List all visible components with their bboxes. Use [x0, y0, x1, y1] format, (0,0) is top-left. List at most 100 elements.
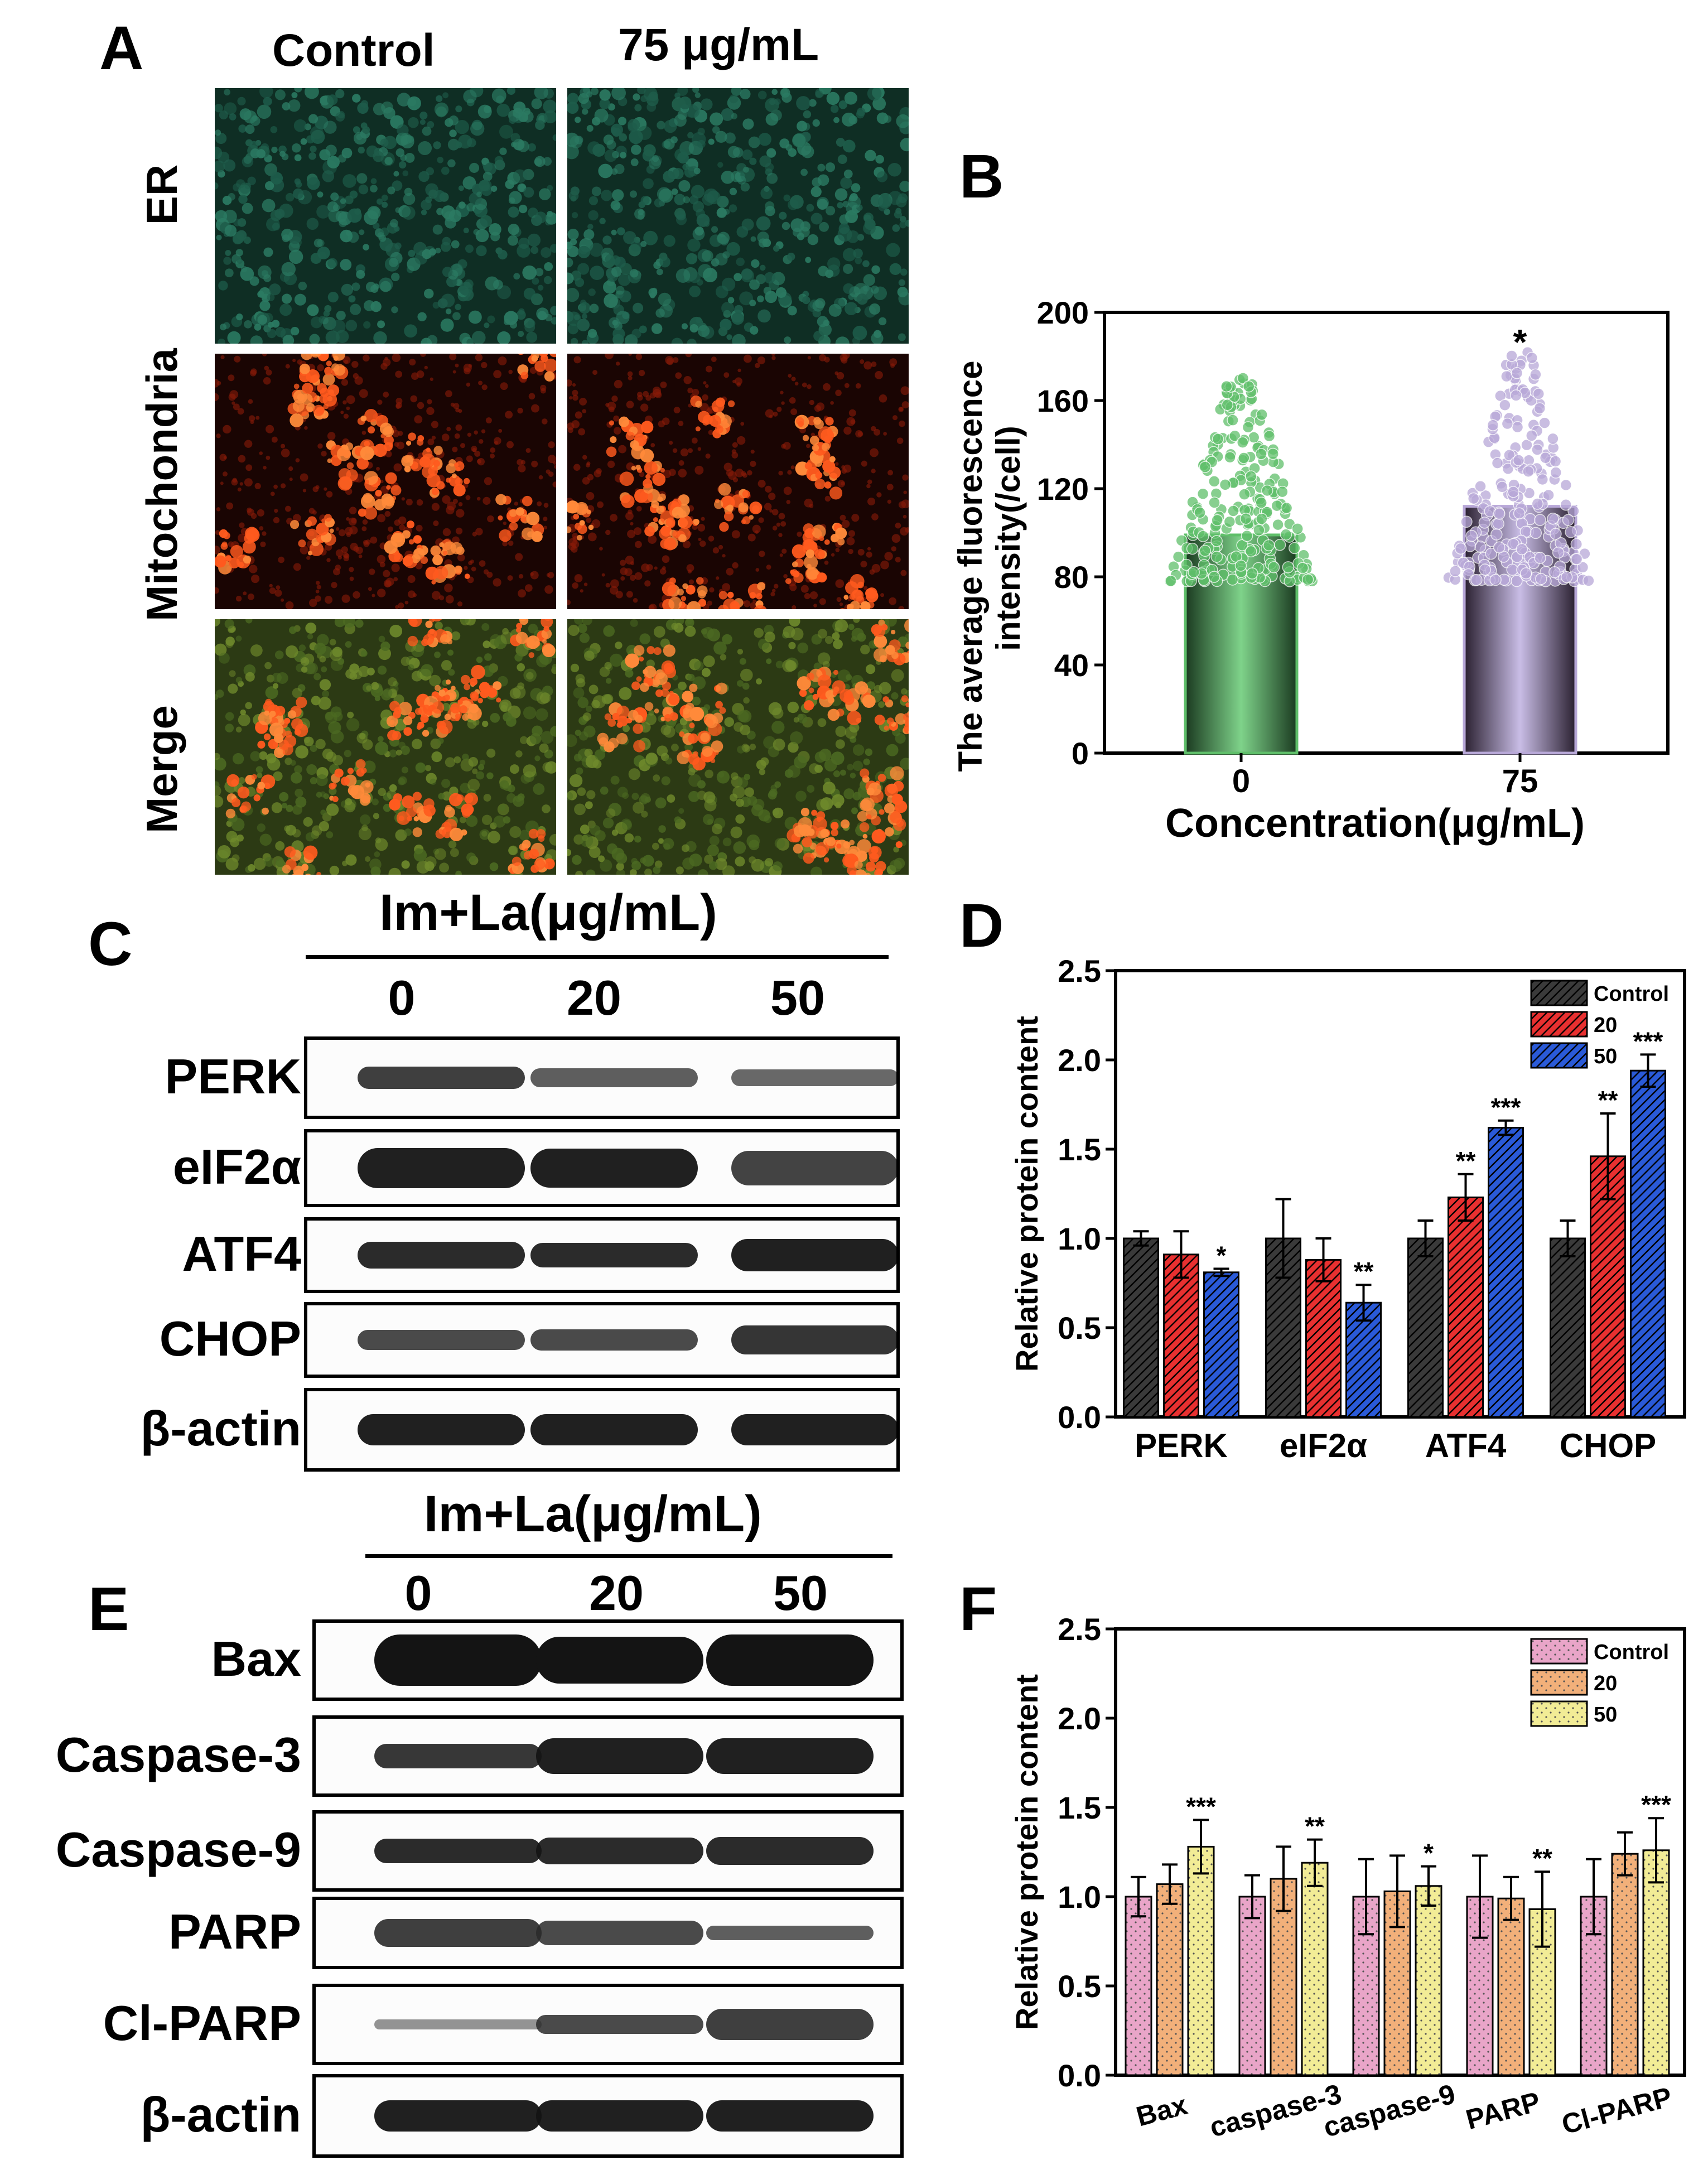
chart-d-bar-PERK-20: [1163, 1253, 1199, 1418]
chart-d-legend-50: 50: [1530, 1042, 1617, 1069]
column-title-75: 75 μg/mL: [618, 20, 819, 70]
chart-d-err-ATF4-20: [1458, 1173, 1474, 1222]
blot-e-band-4-0: [374, 2019, 542, 2029]
chart-d-bar-CHOP-Control: [1550, 1237, 1586, 1418]
micrograph-merge-75: [567, 619, 909, 875]
chart-d-ytick-label-5: 2.5: [1058, 953, 1101, 989]
blot-e-band-3-2: [706, 1926, 874, 1940]
chart-f-legend-20: 20: [1530, 1669, 1617, 1696]
chart-f-ytick-label-1: 0.5: [1058, 1969, 1101, 2004]
blot-c-band-0-1: [530, 1068, 698, 1087]
micrograph-mito-control: [215, 354, 556, 609]
blot-c-band-0-2: [731, 1069, 896, 1086]
blot-e-band-box-1: [312, 1715, 904, 1797]
chart-d-sig-CHOP-20: **: [1598, 1086, 1618, 1115]
panel-label-f: F: [959, 1575, 997, 1643]
blot-c-band-2-1: [530, 1243, 698, 1267]
blot-c-lane-0: 0: [388, 970, 416, 1025]
blot-e-header: Im+La(μg/mL): [424, 1486, 762, 1542]
chart-f-bar-Cl-PARP-20: [1611, 1853, 1639, 2076]
chart-f-err-Cl-PARP-50: [1648, 1817, 1664, 1884]
chart-d-sig-ATF4-50: ***: [1491, 1093, 1521, 1122]
chart-f-ytick-label-4: 2.0: [1058, 1701, 1101, 1736]
chart-f-sig-Bax-50: ***: [1186, 1792, 1216, 1821]
chart-d-bar-CHOP-50: [1630, 1069, 1666, 1418]
blot-e-band-4-1: [536, 2015, 703, 2034]
chart-d-err-eIF2α-50: [1355, 1284, 1372, 1322]
chart-b-ytick-label-5: 200: [1037, 295, 1089, 330]
chart-f-bar-Bax-20: [1156, 1883, 1184, 2076]
blot-c-label-3: CHOP: [159, 1311, 301, 1366]
blot-e-label-0: Bax: [211, 1631, 301, 1686]
chart-d-err-PERK-Control: [1133, 1230, 1149, 1247]
blot-c-band-4-1: [530, 1414, 698, 1445]
chart-d-xtick-ATF4: ATF4: [1425, 1427, 1507, 1464]
chart-d: 0.00.51.01.52.02.5*PERK**eIF2α*****ATF4*…: [1009, 953, 1686, 1464]
chart-f-bar-PARP-20: [1497, 1897, 1525, 2076]
blot-c-header-line: [306, 955, 889, 959]
chart-f-err-PARP-50: [1535, 1870, 1550, 1948]
chart-f-err-caspase-9-20: [1389, 1854, 1405, 1928]
blot-e-lane-20: 20: [589, 1565, 644, 1621]
chart-f-err-caspase-3-Control: [1244, 1874, 1260, 1920]
chart-d-ylabel: Relative protein content: [1009, 1016, 1044, 1372]
blot-c-band-box-2: [304, 1217, 900, 1293]
panel-label-d: D: [959, 891, 1004, 960]
blot-e-band-box-5: [312, 2074, 904, 2158]
chart-d-err-CHOP-Control: [1560, 1219, 1576, 1257]
svg-text:50: 50: [1594, 1703, 1617, 1727]
chart-f-xtick-caspase-9: caspase-9: [1320, 2078, 1459, 2143]
chart-d-bar-PERK-Control: [1123, 1237, 1159, 1418]
chart-f-err-Cl-PARP-Control: [1586, 1858, 1601, 1936]
blot-e-label-5: β-actin: [140, 2087, 301, 2142]
blot-e-band-4-2: [706, 2009, 874, 2040]
chart-d-ytick-label-2: 1.0: [1058, 1221, 1101, 1256]
chart-f-sig-caspase-3-50: **: [1305, 1812, 1325, 1841]
blot-e-lane-0: 0: [404, 1565, 432, 1621]
chart-d-sig-ATF4-20: **: [1456, 1146, 1476, 1175]
chart-f: 0.0 0.5 1.0 1.5 2.0 2.5 *** Bax ** caspase-3 * casp…: [1009, 1612, 1686, 2143]
chart-f-err-caspase-3-20: [1276, 1845, 1291, 1912]
chart-f-bar-Cl-PARP-50: [1642, 1849, 1670, 2076]
blot-c-band-3-2: [731, 1325, 896, 1354]
chart-d-err-ATF4-50: [1498, 1119, 1514, 1136]
chart-d-bar-eIF2α-50: [1345, 1301, 1382, 1418]
chart-d-err-CHOP-20: [1600, 1112, 1616, 1200]
chart-f-sig-Cl-PARP-50: ***: [1641, 1790, 1671, 1819]
micrograph-er-control: [215, 88, 556, 344]
blot-c-band-box-1: [304, 1129, 900, 1207]
chart-b-points-75: [1442, 346, 1595, 587]
chart-d-err-PERK-20: [1173, 1230, 1189, 1279]
blot-e-band-2-2: [706, 1837, 874, 1865]
chart-d-err-eIF2α-20: [1315, 1237, 1331, 1282]
blot-e-band-0-2: [706, 1634, 874, 1686]
chart-d-xtick-eIF2α: eIF2α: [1280, 1427, 1367, 1464]
blot-e-band-2-0: [374, 1839, 542, 1863]
chart-f-ytick-label-3: 1.5: [1058, 1790, 1101, 1825]
blot-e-band-5-0: [374, 2100, 542, 2132]
blot-c-band-box-0: [304, 1036, 900, 1119]
chart-f-err-PARP-20: [1503, 1875, 1519, 1921]
svg-text:Control: Control: [1594, 1641, 1669, 1664]
blot-e-band-0-1: [536, 1637, 703, 1684]
row-title-merge: Merge: [137, 705, 186, 833]
chart-d-sig-eIF2α-50: **: [1354, 1257, 1374, 1286]
chart-b-frame: [1103, 311, 1670, 755]
blot-e-header-line: [365, 1554, 892, 1558]
chart-d-bar-eIF2α-20: [1305, 1259, 1342, 1418]
chart-d-bar-ATF4-20: [1448, 1196, 1484, 1418]
blot-c-band-1-2: [731, 1151, 896, 1185]
blot-c-band-3-1: [530, 1329, 698, 1351]
panel-label-e: E: [88, 1575, 129, 1643]
blot-c-band-2-0: [358, 1242, 525, 1269]
blot-c-band-2-2: [731, 1239, 896, 1271]
panel-label-c: C: [88, 910, 133, 978]
chart-f-ylabel: Relative protein content: [1009, 1674, 1044, 2030]
blot-c-header: Im+La(μg/mL): [379, 884, 717, 941]
chart-f-xtick-caspase-3: caspase-3: [1207, 2078, 1345, 2143]
blot-e-label-2: Caspase-9: [55, 1822, 301, 1877]
svg-text:20: 20: [1594, 1014, 1617, 1037]
chart-d-legend-Control: Control: [1530, 980, 1669, 1006]
chart-f-ytick-label-0: 0.0: [1058, 2058, 1101, 2093]
chart-f-legend-50: 50: [1530, 1700, 1617, 1727]
